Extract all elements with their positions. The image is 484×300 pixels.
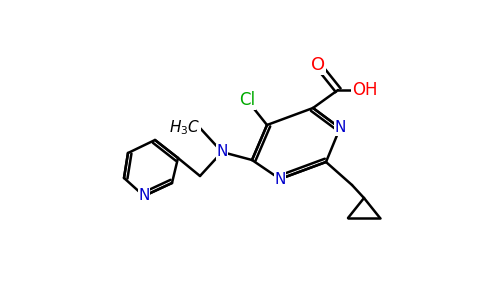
Text: $H_3C$: $H_3C$: [169, 118, 200, 137]
Text: H: H: [188, 121, 200, 136]
Text: Cl: Cl: [239, 91, 255, 109]
Text: N: N: [216, 145, 227, 160]
Text: N: N: [138, 188, 150, 203]
Text: N: N: [274, 172, 286, 187]
Text: O: O: [311, 56, 325, 74]
Text: N: N: [334, 121, 346, 136]
Text: OH: OH: [352, 81, 378, 99]
